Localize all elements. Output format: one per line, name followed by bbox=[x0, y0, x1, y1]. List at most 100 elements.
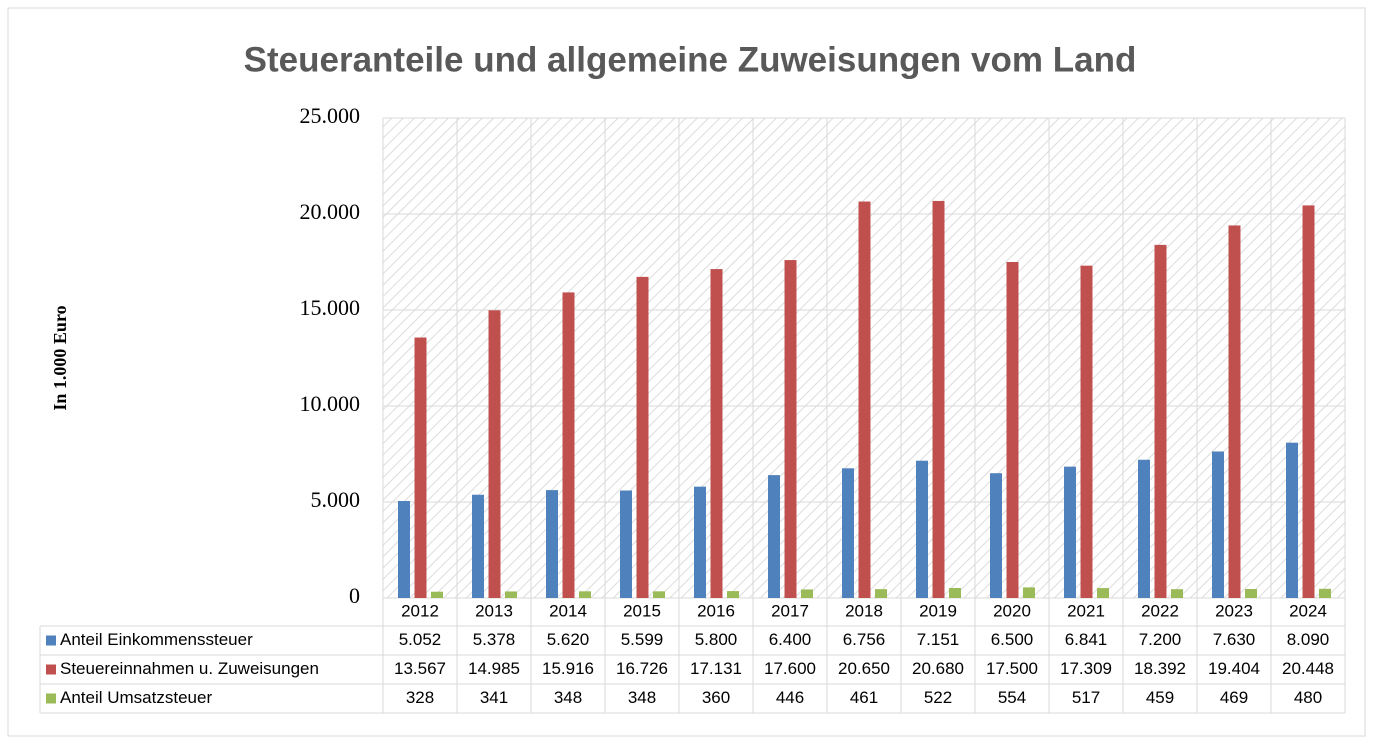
table-value: 341 bbox=[480, 688, 508, 707]
bar bbox=[801, 589, 813, 598]
table-value: 469 bbox=[1220, 688, 1248, 707]
legend-label: Anteil Umsatzsteuer bbox=[60, 688, 212, 707]
table-value: 554 bbox=[998, 688, 1026, 707]
legend-label: Steuereinnahmen u. Zuweisungen bbox=[60, 659, 319, 678]
bar bbox=[546, 490, 558, 598]
table-value: 446 bbox=[776, 688, 804, 707]
x-tick-label: 2017 bbox=[771, 601, 809, 620]
table-value: 17.131 bbox=[690, 659, 742, 678]
x-tick-label: 2016 bbox=[697, 601, 735, 620]
bar bbox=[842, 468, 854, 598]
bar bbox=[1064, 466, 1076, 598]
x-tick-label: 2023 bbox=[1215, 601, 1253, 620]
y-tick-label: 10.000 bbox=[300, 391, 361, 416]
bar bbox=[694, 486, 706, 598]
bar bbox=[620, 490, 632, 598]
bar bbox=[431, 591, 443, 598]
table-value: 517 bbox=[1072, 688, 1100, 707]
legend-key bbox=[46, 635, 56, 646]
bar bbox=[1171, 589, 1183, 598]
table-value: 20.680 bbox=[912, 659, 964, 678]
bar bbox=[488, 310, 501, 598]
bar bbox=[562, 292, 575, 598]
table-value: 7.630 bbox=[1213, 630, 1256, 649]
bar bbox=[990, 473, 1002, 598]
bar bbox=[1080, 265, 1093, 598]
table-value: 480 bbox=[1294, 688, 1322, 707]
y-tick-label: 0 bbox=[349, 583, 360, 608]
table-value: 6.400 bbox=[769, 630, 812, 649]
bar bbox=[858, 201, 871, 598]
table-value: 15.916 bbox=[542, 659, 594, 678]
bar bbox=[472, 494, 484, 598]
x-tick-label: 2018 bbox=[845, 601, 883, 620]
bar bbox=[1319, 588, 1331, 598]
y-tick-label: 20.000 bbox=[300, 199, 361, 224]
bar bbox=[932, 200, 945, 598]
table-value: 5.052 bbox=[399, 630, 442, 649]
bar bbox=[636, 276, 649, 598]
table-value: 360 bbox=[702, 688, 730, 707]
y-axis-label: In 1.000 Euro bbox=[50, 305, 70, 410]
bar bbox=[710, 269, 723, 598]
bar bbox=[916, 460, 928, 598]
bar bbox=[1302, 205, 1315, 598]
table-value: 461 bbox=[850, 688, 878, 707]
bar bbox=[784, 260, 797, 598]
x-tick-label: 2022 bbox=[1141, 601, 1179, 620]
bar bbox=[653, 591, 665, 598]
table-value: 20.448 bbox=[1282, 659, 1334, 678]
table-value: 522 bbox=[924, 688, 952, 707]
table-value: 348 bbox=[628, 688, 656, 707]
table-value: 13.567 bbox=[394, 659, 446, 678]
table-value: 6.841 bbox=[1065, 630, 1108, 649]
x-tick-label: 2024 bbox=[1289, 601, 1327, 620]
table-value: 17.500 bbox=[986, 659, 1038, 678]
x-tick-label: 2014 bbox=[549, 601, 587, 620]
table-value: 459 bbox=[1146, 688, 1174, 707]
table-value: 348 bbox=[554, 688, 582, 707]
bar bbox=[579, 591, 591, 598]
bar bbox=[414, 337, 427, 598]
table-value: 18.392 bbox=[1134, 659, 1186, 678]
table-value: 17.600 bbox=[764, 659, 816, 678]
bar bbox=[1212, 451, 1224, 598]
table-value: 6.756 bbox=[843, 630, 886, 649]
table-value: 7.200 bbox=[1139, 630, 1182, 649]
x-tick-label: 2021 bbox=[1067, 601, 1105, 620]
table-value: 16.726 bbox=[616, 659, 668, 678]
table-value: 17.309 bbox=[1060, 659, 1112, 678]
table-value: 5.620 bbox=[547, 630, 590, 649]
table-value: 5.378 bbox=[473, 630, 516, 649]
table-value: 19.404 bbox=[1208, 659, 1260, 678]
bar bbox=[768, 475, 780, 598]
table-value: 5.599 bbox=[621, 630, 664, 649]
table-value: 7.151 bbox=[917, 630, 960, 649]
bar bbox=[1023, 587, 1035, 598]
bar bbox=[949, 587, 961, 598]
table-value: 20.650 bbox=[838, 659, 890, 678]
x-tick-label: 2020 bbox=[993, 601, 1031, 620]
bar bbox=[1286, 442, 1298, 598]
table-value: 5.800 bbox=[695, 630, 738, 649]
x-tick-label: 2019 bbox=[919, 601, 957, 620]
x-tick-label: 2013 bbox=[475, 601, 513, 620]
table-value: 328 bbox=[406, 688, 434, 707]
bar bbox=[1138, 459, 1150, 598]
y-tick-label: 25.000 bbox=[300, 103, 361, 128]
table-value: 8.090 bbox=[1287, 630, 1330, 649]
bar bbox=[875, 589, 887, 598]
legend-key bbox=[46, 693, 56, 704]
bar bbox=[505, 591, 517, 598]
bar bbox=[1228, 225, 1241, 598]
table-value: 14.985 bbox=[468, 659, 520, 678]
bar bbox=[1097, 588, 1109, 598]
bar bbox=[727, 591, 739, 598]
y-tick-label: 15.000 bbox=[300, 295, 361, 320]
chart-title: Steueranteile und allgemeine Zuweisungen… bbox=[244, 40, 1137, 79]
y-tick-label: 5.000 bbox=[311, 487, 361, 512]
legend-key bbox=[46, 664, 56, 675]
bar bbox=[398, 501, 410, 598]
table-value: 6.500 bbox=[991, 630, 1034, 649]
